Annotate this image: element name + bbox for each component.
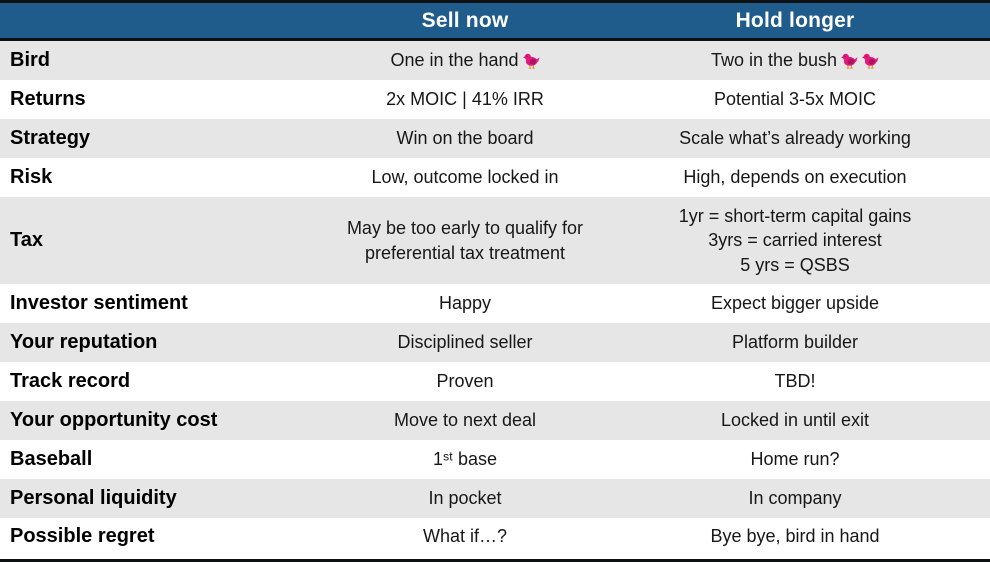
table-row-your-opportunity-cost: Your opportunity cost Move to next deal …	[0, 401, 990, 440]
hold-longer-cell: Platform builder	[731, 332, 859, 353]
hold-longer-cell: Potential 3-5x MOIC	[713, 89, 877, 110]
table-row-baseball: Baseball 1ˢᵗ base Home run?	[0, 440, 990, 479]
row-label: Your opportunity cost	[10, 409, 218, 431]
row-label: Track record	[10, 370, 131, 392]
sell-now-cell: 1ˢᵗ base	[432, 449, 498, 470]
hold-longer-cell: Scale what’s already working	[679, 128, 911, 149]
table-row-possible-regret: Possible regret What if…? Bye bye, bird …	[0, 518, 990, 554]
pink-bird-icon	[841, 52, 858, 70]
row-label: Your reputation	[10, 331, 158, 353]
table-row-risk: Risk Low, outcome locked in High, depend…	[0, 158, 990, 197]
hold-longer-cell: High, depends on execution	[683, 167, 907, 188]
table-row-bird: Bird One in the hand Two in the bush	[0, 41, 990, 80]
table-row-personal-liquidity: Personal liquidity In pocket In company	[0, 479, 990, 518]
row-label: Bird	[10, 49, 50, 71]
row-label: Personal liquidity	[10, 487, 177, 509]
hold-longer-cell: Locked in until exit	[720, 410, 870, 431]
cell-text: One in the hand	[390, 50, 519, 71]
hold-longer-cell: 1yr = short-term capital gains 3yrs = ca…	[678, 206, 912, 275]
sell-now-cell: What if…?	[422, 525, 508, 546]
table-row-strategy: Strategy Win on the board Scale what’s a…	[0, 119, 990, 158]
table-header: Sell now Hold longer	[0, 3, 990, 41]
hold-longer-cell: Expect bigger upside	[710, 293, 880, 314]
table-row-investor-sentiment: Investor sentiment Happy Expect bigger u…	[0, 284, 990, 323]
sell-now-cell: May be too early to qualify for preferen…	[346, 218, 584, 263]
hold-longer-cell: Home run?	[750, 449, 840, 470]
sell-now-cell: One in the hand	[330, 48, 600, 72]
hold-longer-cell: Two in the bush	[600, 48, 990, 72]
sell-now-cell: In pocket	[428, 488, 502, 509]
row-label: Returns	[10, 88, 86, 110]
table-row-returns: Returns 2x MOIC | 41% IRR Potential 3-5x…	[0, 80, 990, 119]
hold-longer-cell: Bye bye, bird in hand	[710, 525, 880, 546]
sell-now-cell: Disciplined seller	[397, 332, 533, 353]
header-sell-now: Sell now	[421, 8, 509, 32]
table-row-tax: Tax May be too early to qualify for pref…	[0, 197, 990, 284]
header-hold-longer: Hold longer	[735, 8, 855, 32]
sell-now-cell: Happy	[438, 293, 492, 314]
sell-now-cell: Move to next deal	[393, 410, 537, 431]
row-label: Investor sentiment	[10, 292, 188, 314]
sell-now-cell: Low, outcome locked in	[371, 167, 559, 188]
hold-longer-cell: In company	[748, 488, 842, 509]
row-label: Baseball	[10, 448, 93, 470]
pink-bird-icon	[522, 52, 540, 70]
row-label: Tax	[10, 229, 43, 251]
row-label: Possible regret	[10, 524, 155, 547]
row-label: Strategy	[10, 127, 91, 149]
table-row-track-record: Track record Proven TBD!	[0, 362, 990, 401]
hold-longer-cell: TBD!	[774, 371, 816, 392]
sell-now-cell: 2x MOIC | 41% IRR	[386, 89, 544, 110]
table-row-your-reputation: Your reputation Disciplined seller Platf…	[0, 323, 990, 362]
pink-bird-icon	[862, 52, 879, 70]
row-label: Risk	[10, 166, 53, 188]
sell-now-cell: Win on the board	[396, 128, 534, 149]
sell-now-cell: Proven	[436, 371, 494, 392]
cell-text: Two in the bush	[710, 50, 838, 71]
